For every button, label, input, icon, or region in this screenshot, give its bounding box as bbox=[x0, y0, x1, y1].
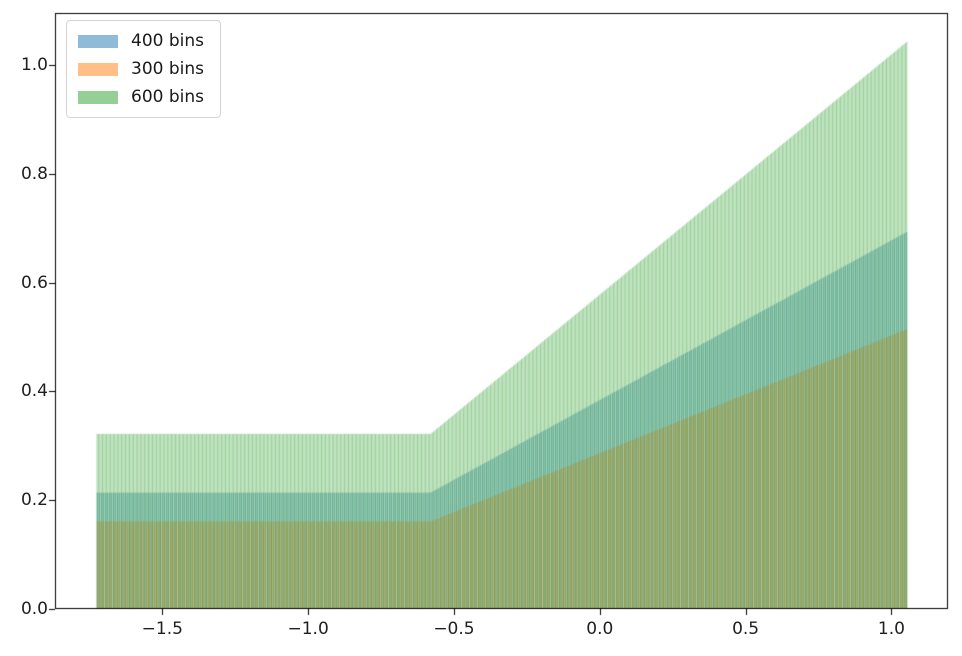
legend-entry: 300 bins bbox=[78, 59, 204, 79]
legend: 400 bins 300 bins 600 bins bbox=[66, 20, 221, 118]
x-tick-label: 0.0 bbox=[586, 619, 614, 639]
legend-entry: 400 bins bbox=[78, 31, 204, 51]
legend-swatch-icon bbox=[78, 34, 118, 48]
legend-swatch-icon bbox=[78, 90, 118, 104]
y-tick-label: 1.0 bbox=[20, 55, 48, 76]
x-tick-label: −1.0 bbox=[287, 619, 329, 639]
legend-entry-label: 300 bins bbox=[131, 59, 204, 79]
legend-entry: 600 bins bbox=[78, 87, 204, 107]
legend-swatch-icon bbox=[78, 62, 118, 76]
y-tick-label: 0.2 bbox=[20, 490, 48, 511]
x-tick-label: 1.0 bbox=[877, 619, 905, 639]
legend-entry-label: 600 bins bbox=[131, 87, 204, 107]
x-tick-label: −0.5 bbox=[433, 619, 475, 639]
x-tick-label: 0.5 bbox=[732, 619, 760, 639]
y-tick-label: 0.4 bbox=[20, 381, 48, 402]
y-tick-label: 0.8 bbox=[20, 163, 48, 184]
legend-entry-label: 400 bins bbox=[131, 31, 204, 51]
x-tick-label: −1.5 bbox=[141, 619, 183, 639]
y-tick-label: 0.0 bbox=[20, 599, 48, 619]
y-tick-label: 0.6 bbox=[20, 272, 48, 293]
